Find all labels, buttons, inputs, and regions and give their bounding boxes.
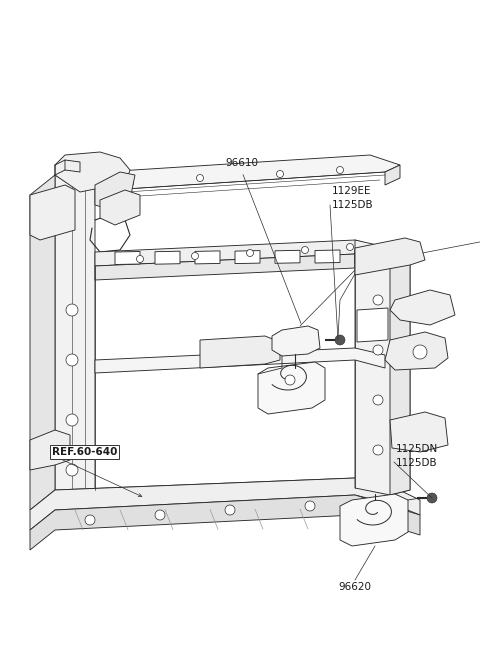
Polygon shape	[57, 255, 90, 285]
Polygon shape	[390, 412, 448, 452]
Polygon shape	[55, 155, 400, 192]
Polygon shape	[258, 362, 325, 414]
Polygon shape	[30, 430, 70, 470]
Circle shape	[85, 515, 95, 525]
Circle shape	[196, 174, 204, 181]
Polygon shape	[95, 254, 355, 280]
Circle shape	[225, 505, 235, 515]
Polygon shape	[385, 165, 400, 185]
Polygon shape	[235, 251, 260, 263]
Text: 1125DB: 1125DB	[396, 458, 438, 468]
Polygon shape	[195, 251, 220, 264]
Circle shape	[66, 304, 78, 316]
Polygon shape	[57, 210, 90, 240]
Circle shape	[66, 354, 78, 366]
Circle shape	[336, 166, 344, 174]
Polygon shape	[95, 348, 385, 373]
Circle shape	[373, 445, 383, 455]
Circle shape	[155, 510, 165, 520]
Polygon shape	[95, 172, 135, 208]
Polygon shape	[55, 492, 355, 522]
Polygon shape	[55, 175, 95, 500]
Polygon shape	[390, 290, 455, 325]
Circle shape	[373, 345, 383, 355]
Polygon shape	[385, 332, 448, 370]
Circle shape	[347, 244, 353, 250]
Text: 1129EE: 1129EE	[332, 186, 372, 196]
Polygon shape	[30, 185, 75, 240]
Polygon shape	[272, 326, 320, 356]
Circle shape	[127, 179, 133, 187]
Circle shape	[192, 252, 199, 259]
Circle shape	[247, 250, 253, 257]
Text: REF.60-640: REF.60-640	[52, 447, 118, 457]
Polygon shape	[100, 190, 140, 225]
Circle shape	[301, 246, 309, 253]
Circle shape	[305, 501, 315, 511]
Polygon shape	[55, 152, 130, 192]
Polygon shape	[30, 495, 420, 550]
Polygon shape	[30, 478, 420, 530]
Polygon shape	[355, 250, 380, 263]
Text: 96620: 96620	[338, 582, 372, 592]
Polygon shape	[315, 250, 340, 263]
Polygon shape	[200, 336, 280, 368]
Circle shape	[373, 295, 383, 305]
Polygon shape	[340, 494, 408, 546]
Polygon shape	[55, 182, 80, 205]
Polygon shape	[357, 308, 388, 342]
Circle shape	[136, 255, 144, 263]
Circle shape	[427, 493, 437, 503]
Polygon shape	[390, 245, 410, 495]
Polygon shape	[30, 175, 55, 510]
Polygon shape	[95, 240, 380, 266]
Text: 1125DN: 1125DN	[396, 444, 438, 454]
Circle shape	[373, 395, 383, 405]
Circle shape	[413, 345, 427, 359]
Polygon shape	[55, 478, 395, 504]
Polygon shape	[275, 250, 300, 263]
Circle shape	[285, 375, 295, 385]
Polygon shape	[355, 240, 410, 495]
Text: 96610: 96610	[226, 158, 259, 168]
Circle shape	[335, 335, 345, 345]
Polygon shape	[355, 238, 425, 275]
Polygon shape	[115, 252, 140, 265]
Polygon shape	[155, 252, 180, 264]
Circle shape	[66, 414, 78, 426]
Text: 1125DB: 1125DB	[332, 200, 373, 210]
Circle shape	[276, 170, 284, 178]
Circle shape	[66, 464, 78, 476]
